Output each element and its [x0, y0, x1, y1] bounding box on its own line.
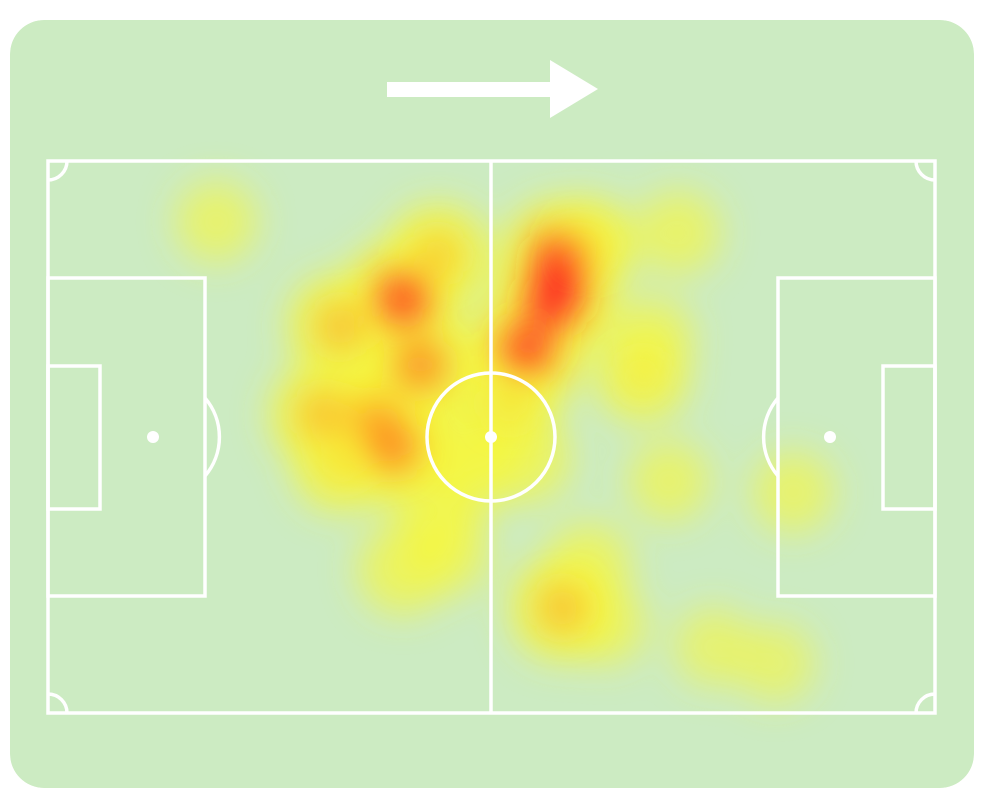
heat-point-halo [635, 190, 720, 275]
heat-point-core [377, 273, 429, 325]
heatmap-chart [10, 20, 974, 788]
corner-arc-bottom-right [914, 692, 936, 714]
heat-point-halo [566, 584, 648, 666]
heat-point-core [573, 228, 605, 260]
left-goal-area [46, 364, 102, 511]
heat-point-core [324, 448, 358, 482]
right-goal-area [881, 364, 937, 511]
left-penalty-arc [203, 396, 222, 478]
heat-point-core [492, 387, 526, 421]
heat-point-halo [736, 624, 815, 703]
heat-point-halo [176, 181, 258, 263]
heat-point-core [320, 306, 362, 348]
heat-point-core [397, 342, 444, 389]
centre-circle [425, 371, 557, 503]
right-penalty-arc [761, 396, 780, 478]
heat-point-core [419, 235, 458, 275]
heat-point-halo [628, 440, 710, 522]
heat-point-core [302, 394, 344, 436]
right-penalty-spot [824, 431, 836, 443]
centre-spot [485, 431, 497, 443]
heat-layer [176, 181, 834, 703]
heat-core-layer [302, 228, 658, 629]
heat-point-core [626, 360, 658, 392]
heat-point-core [526, 272, 581, 326]
heat-point-core [370, 424, 418, 472]
heat-point-core [541, 587, 583, 629]
heat-point-halo [752, 451, 834, 533]
heat-point-core [501, 322, 553, 375]
left-penalty-spot [147, 431, 159, 443]
corner-arc-top-right [914, 160, 936, 182]
corner-arc-bottom-left [47, 692, 69, 714]
arrow-right-icon [387, 60, 598, 118]
corner-arc-top-left [47, 160, 69, 182]
heat-point-halo [483, 415, 571, 503]
heat-point-halo [405, 510, 490, 595]
heat-point-halo [674, 607, 753, 686]
heat-point-halo [609, 295, 694, 380]
pitch-spots [147, 431, 836, 443]
heatmap-card [10, 20, 974, 788]
